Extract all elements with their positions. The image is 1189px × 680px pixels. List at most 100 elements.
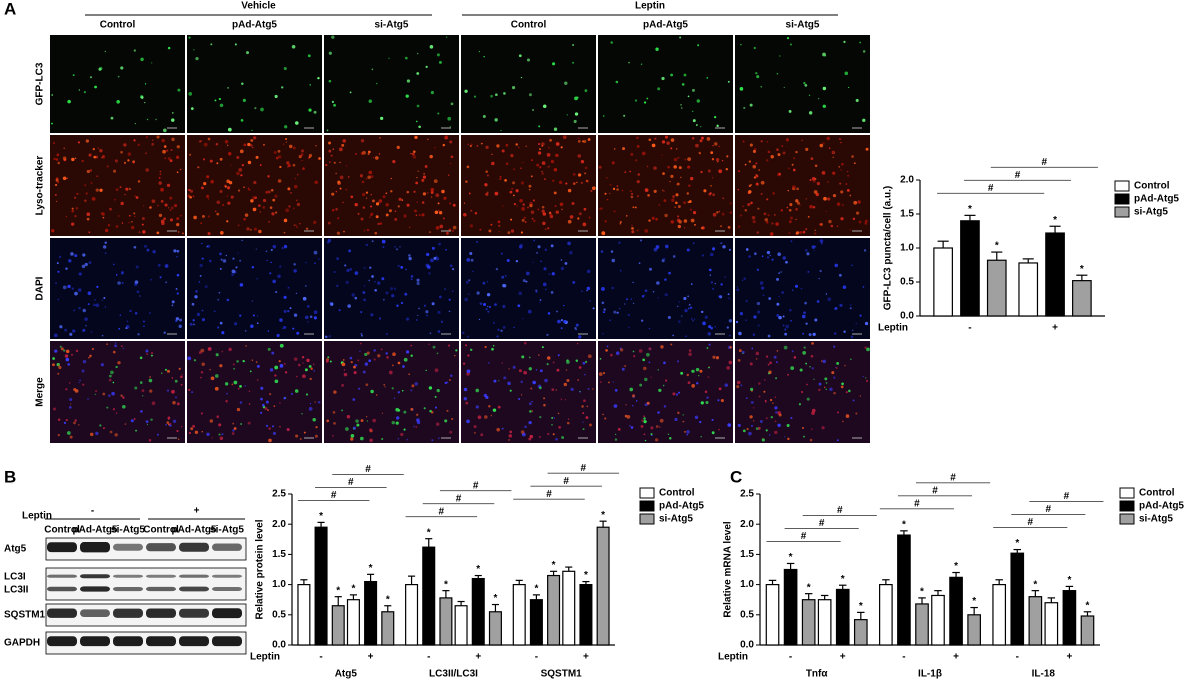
puncta <box>341 409 344 412</box>
puncta <box>216 415 220 419</box>
puncta <box>648 267 652 271</box>
puncta <box>284 218 287 221</box>
puncta <box>122 404 126 409</box>
puncta <box>528 188 531 191</box>
lane-label: Control <box>44 525 80 536</box>
puncta <box>74 419 77 422</box>
puncta <box>587 354 592 359</box>
puncta <box>692 110 694 112</box>
puncta <box>749 415 753 419</box>
puncta <box>589 423 592 427</box>
puncta <box>538 142 541 146</box>
puncta <box>228 347 232 352</box>
puncta <box>832 156 835 159</box>
puncta <box>114 344 118 348</box>
puncta <box>523 341 527 345</box>
puncta <box>469 348 473 352</box>
puncta <box>145 152 147 155</box>
puncta <box>755 162 758 165</box>
puncta <box>115 225 119 228</box>
puncta <box>310 367 313 370</box>
significance-mark: * <box>336 585 340 596</box>
puncta <box>343 372 348 377</box>
puncta <box>664 135 668 139</box>
puncta <box>242 98 246 102</box>
puncta <box>463 213 467 217</box>
puncta <box>290 192 292 194</box>
puncta <box>804 83 808 87</box>
puncta <box>688 352 692 356</box>
puncta <box>849 358 852 361</box>
puncta <box>336 257 339 260</box>
puncta <box>335 190 338 193</box>
puncta <box>231 269 236 274</box>
puncta <box>411 384 415 388</box>
puncta <box>624 365 626 367</box>
puncta <box>104 252 107 254</box>
puncta <box>231 383 234 386</box>
puncta <box>69 332 73 336</box>
puncta <box>119 314 122 316</box>
puncta <box>405 94 409 98</box>
puncta <box>53 157 56 161</box>
puncta <box>768 297 772 300</box>
puncta <box>156 231 160 235</box>
puncta <box>742 429 746 433</box>
puncta <box>216 200 221 205</box>
band <box>212 574 242 578</box>
puncta <box>91 196 96 201</box>
puncta <box>435 225 440 230</box>
puncta <box>479 228 482 231</box>
puncta <box>527 309 532 314</box>
puncta <box>704 315 708 319</box>
puncta <box>541 209 545 213</box>
puncta <box>449 126 451 128</box>
puncta <box>200 140 203 142</box>
puncta <box>836 202 841 206</box>
puncta <box>806 383 808 386</box>
puncta <box>215 210 217 213</box>
puncta <box>259 164 262 166</box>
puncta <box>176 402 180 406</box>
puncta <box>635 400 638 402</box>
puncta <box>426 265 431 269</box>
puncta <box>434 406 438 409</box>
puncta <box>683 227 686 229</box>
puncta <box>69 435 73 439</box>
puncta <box>353 428 355 430</box>
bar <box>405 583 419 646</box>
puncta <box>124 423 127 425</box>
puncta <box>143 320 145 323</box>
puncta <box>156 433 159 436</box>
puncta <box>197 166 200 169</box>
puncta <box>750 424 754 427</box>
puncta <box>86 217 90 221</box>
x-tick-label: + <box>368 652 374 663</box>
puncta <box>378 317 382 320</box>
puncta <box>777 153 781 157</box>
puncta <box>218 97 222 101</box>
puncta <box>343 369 346 371</box>
puncta <box>544 378 548 383</box>
puncta <box>328 51 332 55</box>
legend-swatch <box>1114 180 1130 192</box>
puncta <box>221 203 225 207</box>
puncta <box>167 207 170 209</box>
puncta <box>403 410 407 414</box>
puncta <box>372 199 375 203</box>
puncta <box>501 275 505 279</box>
puncta <box>488 305 492 309</box>
bracket-label: # <box>988 183 994 194</box>
puncta <box>578 137 580 140</box>
puncta <box>700 436 702 438</box>
column-header: pAd-Atg5 <box>643 20 688 31</box>
puncta <box>200 222 203 225</box>
puncta <box>158 176 161 179</box>
puncta <box>400 266 404 269</box>
band <box>146 608 176 618</box>
puncta <box>397 391 400 394</box>
legend-swatch <box>1114 193 1130 205</box>
puncta <box>318 157 321 160</box>
puncta <box>543 283 547 287</box>
y-tick-label: 1.0 <box>900 243 914 254</box>
